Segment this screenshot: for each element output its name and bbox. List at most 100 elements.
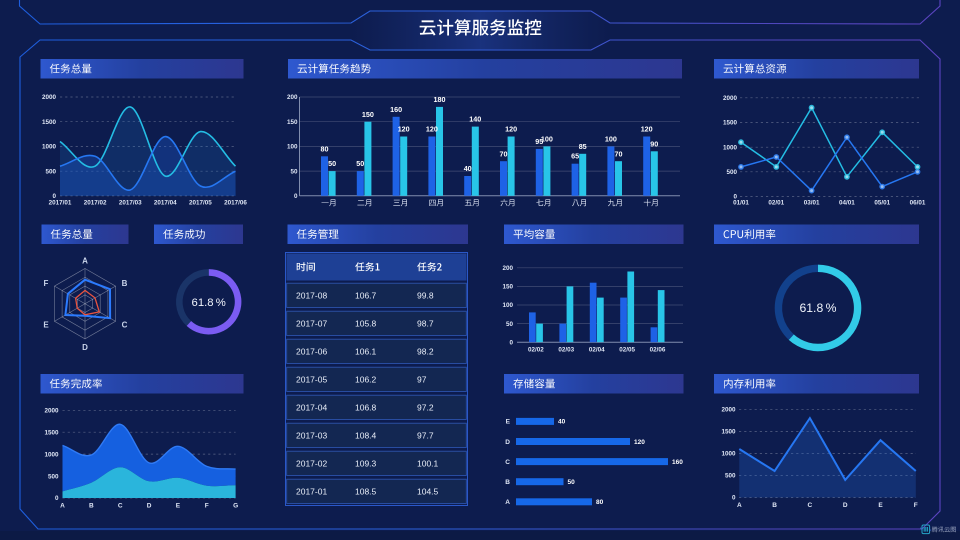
- svg-text:108.4: 108.4: [355, 431, 377, 441]
- svg-text:B: B: [122, 279, 128, 288]
- svg-text:70: 70: [500, 149, 508, 158]
- svg-text:104.5: 104.5: [417, 487, 439, 497]
- svg-text:C: C: [505, 459, 510, 466]
- svg-text:02/02: 02/02: [528, 347, 544, 354]
- svg-text:500: 500: [45, 168, 56, 175]
- svg-text:2000: 2000: [44, 408, 59, 415]
- svg-text:D: D: [843, 502, 848, 509]
- svg-text:E: E: [878, 502, 883, 509]
- svg-text:0: 0: [52, 193, 56, 200]
- svg-text:02/01: 02/01: [768, 200, 784, 207]
- svg-text:0: 0: [55, 495, 59, 502]
- svg-text:2017-04: 2017-04: [296, 403, 327, 413]
- svg-text:A: A: [82, 256, 88, 265]
- svg-text:A: A: [60, 502, 65, 509]
- svg-text:120: 120: [426, 125, 438, 134]
- svg-text:97.2: 97.2: [417, 403, 434, 413]
- svg-text:120: 120: [398, 125, 410, 134]
- svg-text:120: 120: [641, 125, 653, 134]
- svg-text:0: 0: [732, 495, 736, 502]
- svg-text:B: B: [89, 502, 94, 509]
- svg-text:2017-06: 2017-06: [296, 347, 327, 357]
- svg-text:61.8 %: 61.8 %: [800, 301, 837, 315]
- svg-text:2000: 2000: [723, 95, 738, 102]
- svg-text:200: 200: [502, 265, 513, 272]
- svg-text:B: B: [772, 502, 777, 509]
- svg-text:2017/03: 2017/03: [119, 200, 142, 207]
- svg-text:02/05: 02/05: [619, 347, 635, 354]
- svg-text:99.8: 99.8: [417, 291, 434, 301]
- svg-text:61.8 %: 61.8 %: [192, 297, 226, 309]
- svg-text:2017-02: 2017-02: [296, 459, 327, 469]
- svg-text:105.8: 105.8: [355, 319, 377, 329]
- svg-text:100.1: 100.1: [417, 459, 439, 469]
- svg-text:40: 40: [558, 419, 566, 426]
- svg-text:500: 500: [726, 169, 737, 176]
- svg-text:1500: 1500: [721, 429, 736, 436]
- svg-text:D: D: [147, 502, 152, 509]
- svg-text:E: E: [43, 321, 49, 330]
- svg-text:06/01: 06/01: [910, 200, 926, 207]
- svg-text:1000: 1000: [42, 144, 57, 151]
- svg-text:90: 90: [650, 139, 658, 148]
- svg-text:C: C: [808, 502, 813, 509]
- svg-text:A: A: [737, 502, 742, 509]
- svg-text:2017-01: 2017-01: [296, 487, 327, 497]
- svg-text:2017-08: 2017-08: [296, 291, 327, 301]
- svg-text:106.2: 106.2: [355, 375, 377, 385]
- svg-text:150: 150: [502, 284, 513, 291]
- svg-text:180: 180: [434, 95, 446, 104]
- svg-text:2017-07: 2017-07: [296, 319, 327, 329]
- svg-text:70: 70: [615, 149, 623, 158]
- svg-text:D: D: [505, 439, 510, 446]
- svg-text:1500: 1500: [723, 120, 738, 127]
- svg-text:80: 80: [596, 499, 604, 506]
- svg-text:F: F: [205, 502, 209, 509]
- svg-text:02/06: 02/06: [650, 347, 666, 354]
- svg-text:200: 200: [287, 94, 298, 101]
- svg-text:160: 160: [672, 459, 683, 466]
- svg-text:2017/05: 2017/05: [189, 200, 212, 207]
- svg-text:0: 0: [733, 194, 737, 201]
- svg-text:50: 50: [290, 168, 298, 175]
- svg-text:1500: 1500: [44, 430, 59, 437]
- svg-text:G: G: [233, 502, 238, 509]
- svg-text:05/01: 05/01: [874, 200, 890, 207]
- svg-text:03/01: 03/01: [804, 200, 820, 207]
- svg-text:50: 50: [356, 159, 364, 168]
- svg-text:F: F: [44, 279, 49, 288]
- svg-text:85: 85: [579, 142, 587, 151]
- svg-text:100: 100: [287, 144, 298, 151]
- svg-text:50: 50: [328, 159, 336, 168]
- svg-text:65: 65: [571, 152, 579, 161]
- svg-text:2000: 2000: [42, 94, 57, 101]
- svg-text:02/04: 02/04: [589, 347, 605, 354]
- svg-text:2017/06: 2017/06: [224, 200, 247, 207]
- svg-text:1500: 1500: [42, 119, 57, 126]
- svg-text:98.7: 98.7: [417, 319, 434, 329]
- svg-text:0: 0: [509, 339, 513, 346]
- svg-text:2017/01: 2017/01: [49, 200, 72, 207]
- svg-text:02/03: 02/03: [558, 347, 574, 354]
- svg-text:160: 160: [390, 105, 402, 114]
- svg-text:109.3: 109.3: [355, 459, 377, 469]
- svg-text:40: 40: [464, 164, 472, 173]
- svg-text:106.8: 106.8: [355, 403, 377, 413]
- svg-text:50: 50: [506, 321, 514, 328]
- svg-text:500: 500: [725, 473, 736, 480]
- svg-text:01/01: 01/01: [733, 200, 749, 207]
- svg-text:95: 95: [535, 137, 543, 146]
- svg-text:F: F: [914, 502, 918, 509]
- svg-text:100: 100: [502, 302, 513, 309]
- svg-text:1000: 1000: [44, 451, 59, 458]
- svg-text:140: 140: [469, 115, 481, 124]
- svg-text:2017/04: 2017/04: [154, 200, 177, 207]
- svg-text:2000: 2000: [721, 407, 736, 414]
- svg-text:1000: 1000: [723, 144, 738, 151]
- svg-text:150: 150: [362, 110, 374, 119]
- svg-text:100: 100: [605, 135, 617, 144]
- svg-text:108.5: 108.5: [355, 487, 377, 497]
- svg-text:97: 97: [417, 375, 427, 385]
- svg-text:150: 150: [287, 119, 298, 126]
- svg-text:120: 120: [634, 439, 645, 446]
